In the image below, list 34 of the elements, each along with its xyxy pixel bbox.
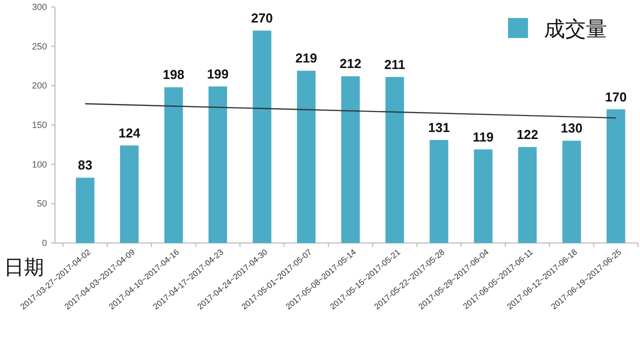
data-label: 170 (605, 89, 627, 104)
data-label: 131 (428, 120, 450, 135)
y-tick-label: 250 (32, 41, 47, 52)
bar (341, 76, 360, 243)
y-tick-label: 100 (32, 159, 47, 170)
y-tick-label: 200 (32, 80, 47, 91)
y-tick-label: 0 (42, 238, 47, 248)
data-label: 83 (78, 158, 92, 173)
data-label: 199 (206, 66, 229, 82)
bar (296, 70, 316, 243)
data-label: 212 (340, 56, 362, 72)
data-label: 124 (118, 125, 141, 140)
bar (430, 140, 448, 243)
data-label: 198 (162, 67, 184, 82)
bar (518, 147, 537, 243)
y-tick-label: 50 (36, 198, 47, 209)
legend-label: 成交量 (544, 18, 607, 41)
data-label: 270 (251, 10, 273, 26)
bar (120, 145, 139, 243)
y-tick-label: 150 (32, 120, 47, 130)
bar (562, 140, 581, 243)
data-label: 211 (384, 57, 406, 72)
data-label: 119 (472, 129, 494, 144)
bar (252, 30, 272, 243)
bar (385, 77, 404, 243)
data-label: 122 (516, 127, 538, 142)
bar (164, 87, 183, 243)
bar (208, 86, 228, 243)
y-tick-label: 300 (32, 2, 47, 12)
bar (474, 149, 492, 243)
bar (76, 178, 94, 243)
data-label: 130 (560, 120, 583, 136)
bar (606, 109, 626, 243)
data-label: 219 (295, 50, 318, 66)
